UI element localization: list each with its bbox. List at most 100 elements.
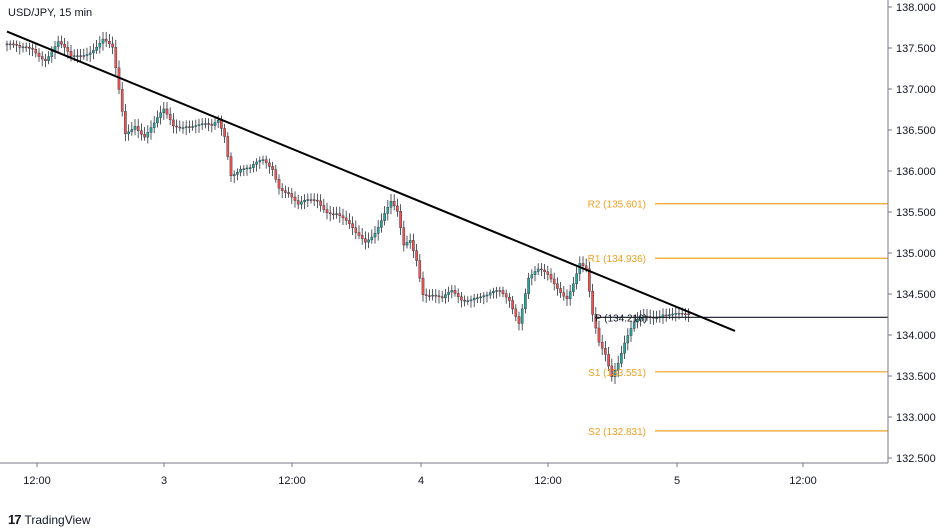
candle-body bbox=[440, 296, 444, 299]
candle-body bbox=[604, 348, 607, 355]
candle-body bbox=[418, 260, 422, 279]
y-tick-label: 134.500 bbox=[896, 289, 936, 301]
candle-body bbox=[469, 299, 473, 302]
trendline-line[interactable] bbox=[6, 30, 736, 332]
candle-body bbox=[520, 308, 524, 324]
candle-body bbox=[492, 290, 495, 293]
candle-body bbox=[277, 179, 281, 189]
candle-body bbox=[530, 274, 534, 279]
candle-body bbox=[213, 122, 217, 126]
candle-body bbox=[527, 277, 530, 294]
y-tick-label: 133.000 bbox=[896, 412, 936, 424]
candle-body bbox=[546, 271, 550, 275]
candle-body bbox=[290, 193, 294, 198]
x-tick-label: 12:00 bbox=[278, 475, 306, 487]
candle-body bbox=[444, 294, 447, 299]
candle-body bbox=[463, 299, 466, 302]
candle-body bbox=[223, 128, 226, 137]
x-tick-label: 12:00 bbox=[789, 475, 817, 487]
candle-body bbox=[501, 290, 505, 294]
candle-body bbox=[495, 290, 498, 292]
candle-body bbox=[549, 274, 553, 280]
candle-body bbox=[236, 172, 239, 175]
candle-body bbox=[338, 213, 342, 217]
candle-body bbox=[322, 205, 326, 210]
candle-body bbox=[540, 268, 543, 271]
candle-body bbox=[632, 321, 636, 329]
candle-body bbox=[56, 41, 60, 47]
candle-body bbox=[556, 283, 559, 289]
y-tick-label: 134.000 bbox=[896, 330, 936, 342]
trendline[interactable] bbox=[6, 30, 736, 332]
candle-body bbox=[194, 125, 198, 127]
candle-body bbox=[184, 126, 188, 128]
y-tick-label: 132.500 bbox=[896, 453, 936, 465]
candle-body bbox=[226, 136, 230, 157]
symbol-title: USD/JPY, 15 min bbox=[8, 7, 93, 19]
candle-body bbox=[687, 313, 690, 316]
y-tick-label: 138.000 bbox=[896, 2, 936, 14]
candle-body bbox=[664, 314, 668, 317]
candle-body bbox=[220, 120, 223, 129]
candle-body bbox=[168, 113, 172, 121]
candle-body bbox=[392, 201, 396, 207]
y-tick-label: 135.500 bbox=[896, 207, 936, 219]
candle-body bbox=[348, 220, 351, 224]
candle-body bbox=[354, 227, 358, 233]
candle-body bbox=[575, 273, 578, 285]
candle-body bbox=[34, 48, 38, 54]
candle-body bbox=[623, 342, 626, 354]
candle-body bbox=[82, 55, 86, 57]
candle-body bbox=[568, 291, 572, 299]
candle-body bbox=[85, 54, 89, 56]
candle-body bbox=[197, 124, 201, 126]
candle-body bbox=[72, 55, 76, 57]
candle-body bbox=[591, 290, 594, 315]
candle-body bbox=[485, 294, 489, 297]
x-tick-label: 4 bbox=[418, 475, 424, 487]
candle-body bbox=[101, 38, 105, 44]
candle-body bbox=[434, 294, 438, 297]
candle-body bbox=[159, 112, 162, 118]
candle-body bbox=[508, 296, 511, 301]
candle-body bbox=[239, 169, 242, 173]
candle-body bbox=[319, 200, 322, 206]
candle-body bbox=[140, 130, 143, 135]
y-tick-label: 136.500 bbox=[896, 125, 936, 137]
candle-body bbox=[316, 199, 319, 202]
candle-body bbox=[306, 199, 310, 201]
candle-body bbox=[50, 51, 54, 57]
candle-body bbox=[498, 290, 502, 292]
candle-body bbox=[514, 308, 518, 317]
level-label-s2: S2 (132.831) bbox=[588, 427, 646, 438]
candle-body bbox=[581, 263, 585, 267]
candle-body bbox=[367, 239, 370, 243]
candle-body bbox=[114, 47, 118, 69]
candle-body bbox=[152, 122, 156, 128]
candle-body bbox=[133, 126, 137, 130]
candle-body bbox=[300, 201, 303, 205]
x-tick-label: 5 bbox=[674, 475, 680, 487]
candle-body bbox=[588, 268, 591, 292]
candle-body bbox=[255, 161, 258, 165]
candle-body bbox=[466, 300, 470, 302]
candle-body bbox=[524, 293, 527, 310]
candle-body bbox=[12, 43, 15, 46]
candle-body bbox=[447, 291, 450, 295]
candle-body bbox=[124, 111, 127, 135]
candle-body bbox=[188, 126, 191, 128]
candle-body bbox=[636, 319, 639, 323]
candle-body bbox=[293, 196, 297, 201]
candle-body bbox=[357, 232, 361, 236]
tradingview-logo[interactable]: 17 TradingView bbox=[8, 512, 91, 527]
candle-body bbox=[671, 313, 674, 316]
candle-body bbox=[328, 212, 332, 215]
candle-body bbox=[63, 43, 66, 48]
candle-body bbox=[364, 238, 367, 243]
candle-body bbox=[31, 47, 34, 50]
candle-body bbox=[181, 127, 185, 129]
candle-body bbox=[229, 156, 233, 177]
candle-body bbox=[296, 200, 300, 205]
candle-body bbox=[351, 223, 354, 228]
